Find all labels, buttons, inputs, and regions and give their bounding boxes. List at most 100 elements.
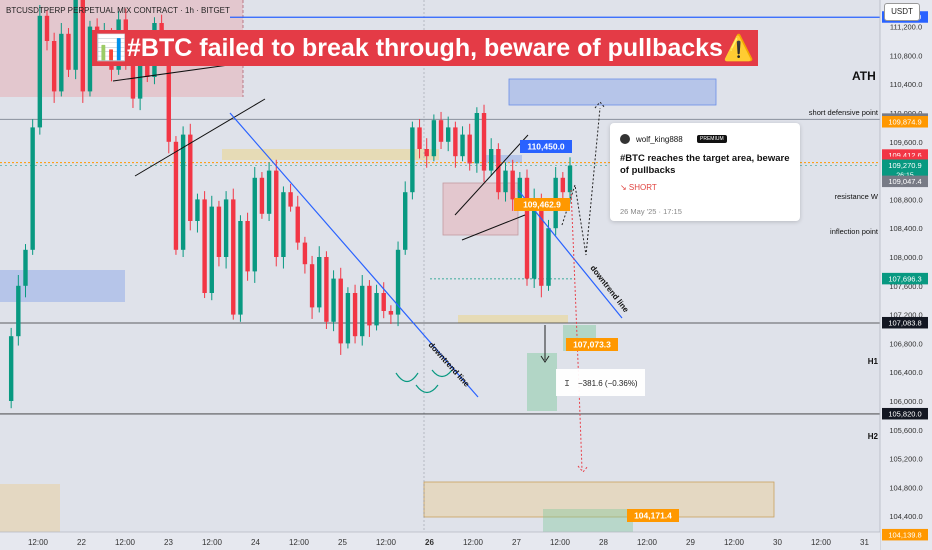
y-tick-label: 110,400.0 [890, 80, 923, 89]
candle-down [453, 127, 458, 157]
candle-up [59, 33, 64, 92]
inflection-label: inflection point [830, 227, 879, 236]
candle-up [446, 127, 451, 142]
idea-card[interactable]: wolf_king888 PREMIUM #BTC reaches the ta… [610, 123, 800, 221]
target-low-label: 107,073.3 [573, 340, 611, 350]
candle-down [216, 206, 222, 257]
downtrend-label-2: downtrend line [588, 264, 630, 315]
price-tag: 109,412.6 [888, 151, 921, 160]
entry-label: 109,462.9 [523, 200, 561, 210]
resistance-zone [222, 149, 439, 160]
measure-icon: Ｉ [563, 379, 571, 388]
candle-up [488, 149, 494, 171]
x-tick-label: 12:00 [550, 538, 571, 547]
candle-down [80, 0, 86, 92]
author-name[interactable]: wolf_king888 [636, 135, 683, 144]
price-tag: 109,047.4 [888, 177, 921, 186]
x-tick-label: 12:00 [115, 538, 136, 547]
y-tick-label: 105,600.0 [889, 426, 922, 435]
candle-down [173, 141, 179, 250]
downtrend-line-2 [517, 189, 623, 319]
direction-label: ↘ SHORT [620, 183, 657, 192]
measure-arrowhead [540, 355, 550, 363]
candle-down [438, 120, 444, 142]
measure-label: −381.6 (−0.36%) [578, 379, 638, 388]
candle-up [374, 293, 379, 326]
price-tag: 105,820.0 [888, 409, 921, 418]
x-axis-panel [0, 532, 880, 550]
x-tick-label: 12:00 [463, 538, 484, 547]
candle-up [180, 134, 186, 250]
y-tick-label: 106,400.0 [889, 368, 922, 377]
y-tick-label: 104,400.0 [889, 512, 922, 521]
y-tick-label: 108,000.0 [889, 253, 922, 262]
candle-down [188, 134, 193, 221]
candle-up [223, 199, 229, 257]
resistance-label: resistance W [835, 192, 879, 201]
candle-up [474, 113, 480, 164]
candle-up [16, 285, 21, 337]
candle-up [30, 127, 35, 250]
idea-headline: 📊#BTC failed to break through, beware of… [92, 30, 758, 66]
candle-up [503, 170, 508, 193]
target-high-label-bg [520, 140, 572, 153]
candle-up [209, 206, 214, 293]
premium-badge: PREMIUM [697, 135, 727, 143]
price-tag: 107,696.3 [888, 274, 921, 283]
candle-down [352, 293, 358, 337]
x-tick-label: 25 [338, 538, 347, 547]
y-tick-label: 104,800.0 [889, 483, 922, 492]
y-tick-label: 109,600.0 [889, 138, 922, 147]
y-tick-label: 105,200.0 [889, 455, 922, 464]
candle-down [388, 311, 394, 315]
candle-up [403, 192, 408, 250]
demand-zone-left [0, 270, 125, 302]
candle-down [202, 199, 207, 293]
downtrend-line-1 [229, 112, 479, 398]
price-tag: 109,874.9 [888, 118, 921, 127]
candle-up [360, 285, 365, 337]
y-tick-label: 106,800.0 [889, 339, 922, 348]
candle-down [245, 221, 250, 272]
candle-down [166, 55, 171, 142]
x-tick-label: 30 [773, 538, 782, 547]
candle-down [424, 149, 429, 157]
y-tick-label: 106,000.0 [889, 397, 922, 406]
currency-button[interactable]: USDT [884, 3, 920, 21]
x-tick-label: 12:00 [28, 538, 49, 547]
target-marker-box [482, 155, 522, 163]
candle-up [8, 336, 14, 401]
candle-up [331, 278, 336, 322]
short-defensive-label: short defensive point [809, 108, 879, 117]
x-tick-label: 12:00 [637, 538, 658, 547]
x-tick-label: 22 [77, 538, 86, 547]
price-tag-bg [882, 407, 928, 420]
candle-up [531, 199, 537, 279]
price-tag-bg [882, 149, 928, 161]
x-tick-label: 27 [512, 538, 521, 547]
author-avatar[interactable] [620, 134, 630, 144]
bearish-arrow [577, 465, 589, 473]
idea-timestamp: 26 May '25 · 17:15 [620, 207, 682, 216]
candle-down [524, 177, 530, 279]
candle-down [381, 293, 386, 311]
candle-down [309, 264, 315, 308]
candle-down [66, 33, 71, 70]
price-tag-bg [882, 159, 928, 180]
top-trendline-upper [112, 62, 244, 82]
candle-down [481, 113, 487, 171]
h1-label: H1 [868, 357, 879, 366]
candle-down [467, 134, 472, 164]
candle-down [295, 206, 300, 243]
small-zone [458, 315, 568, 323]
candle-up [317, 257, 322, 308]
x-tick-label: 12:00 [202, 538, 223, 547]
y-tick-label: 108,800.0 [889, 195, 922, 204]
downtrend-label-1: downtrend line [427, 340, 472, 389]
bottom-label: 104,171.4 [634, 511, 672, 521]
top-trendline-lower [134, 98, 266, 177]
bottom-arc-3 [431, 369, 453, 378]
symbol-label: BTCUSDTPERP PERPETUAL MIX CONTRACT · 1h … [6, 6, 230, 15]
